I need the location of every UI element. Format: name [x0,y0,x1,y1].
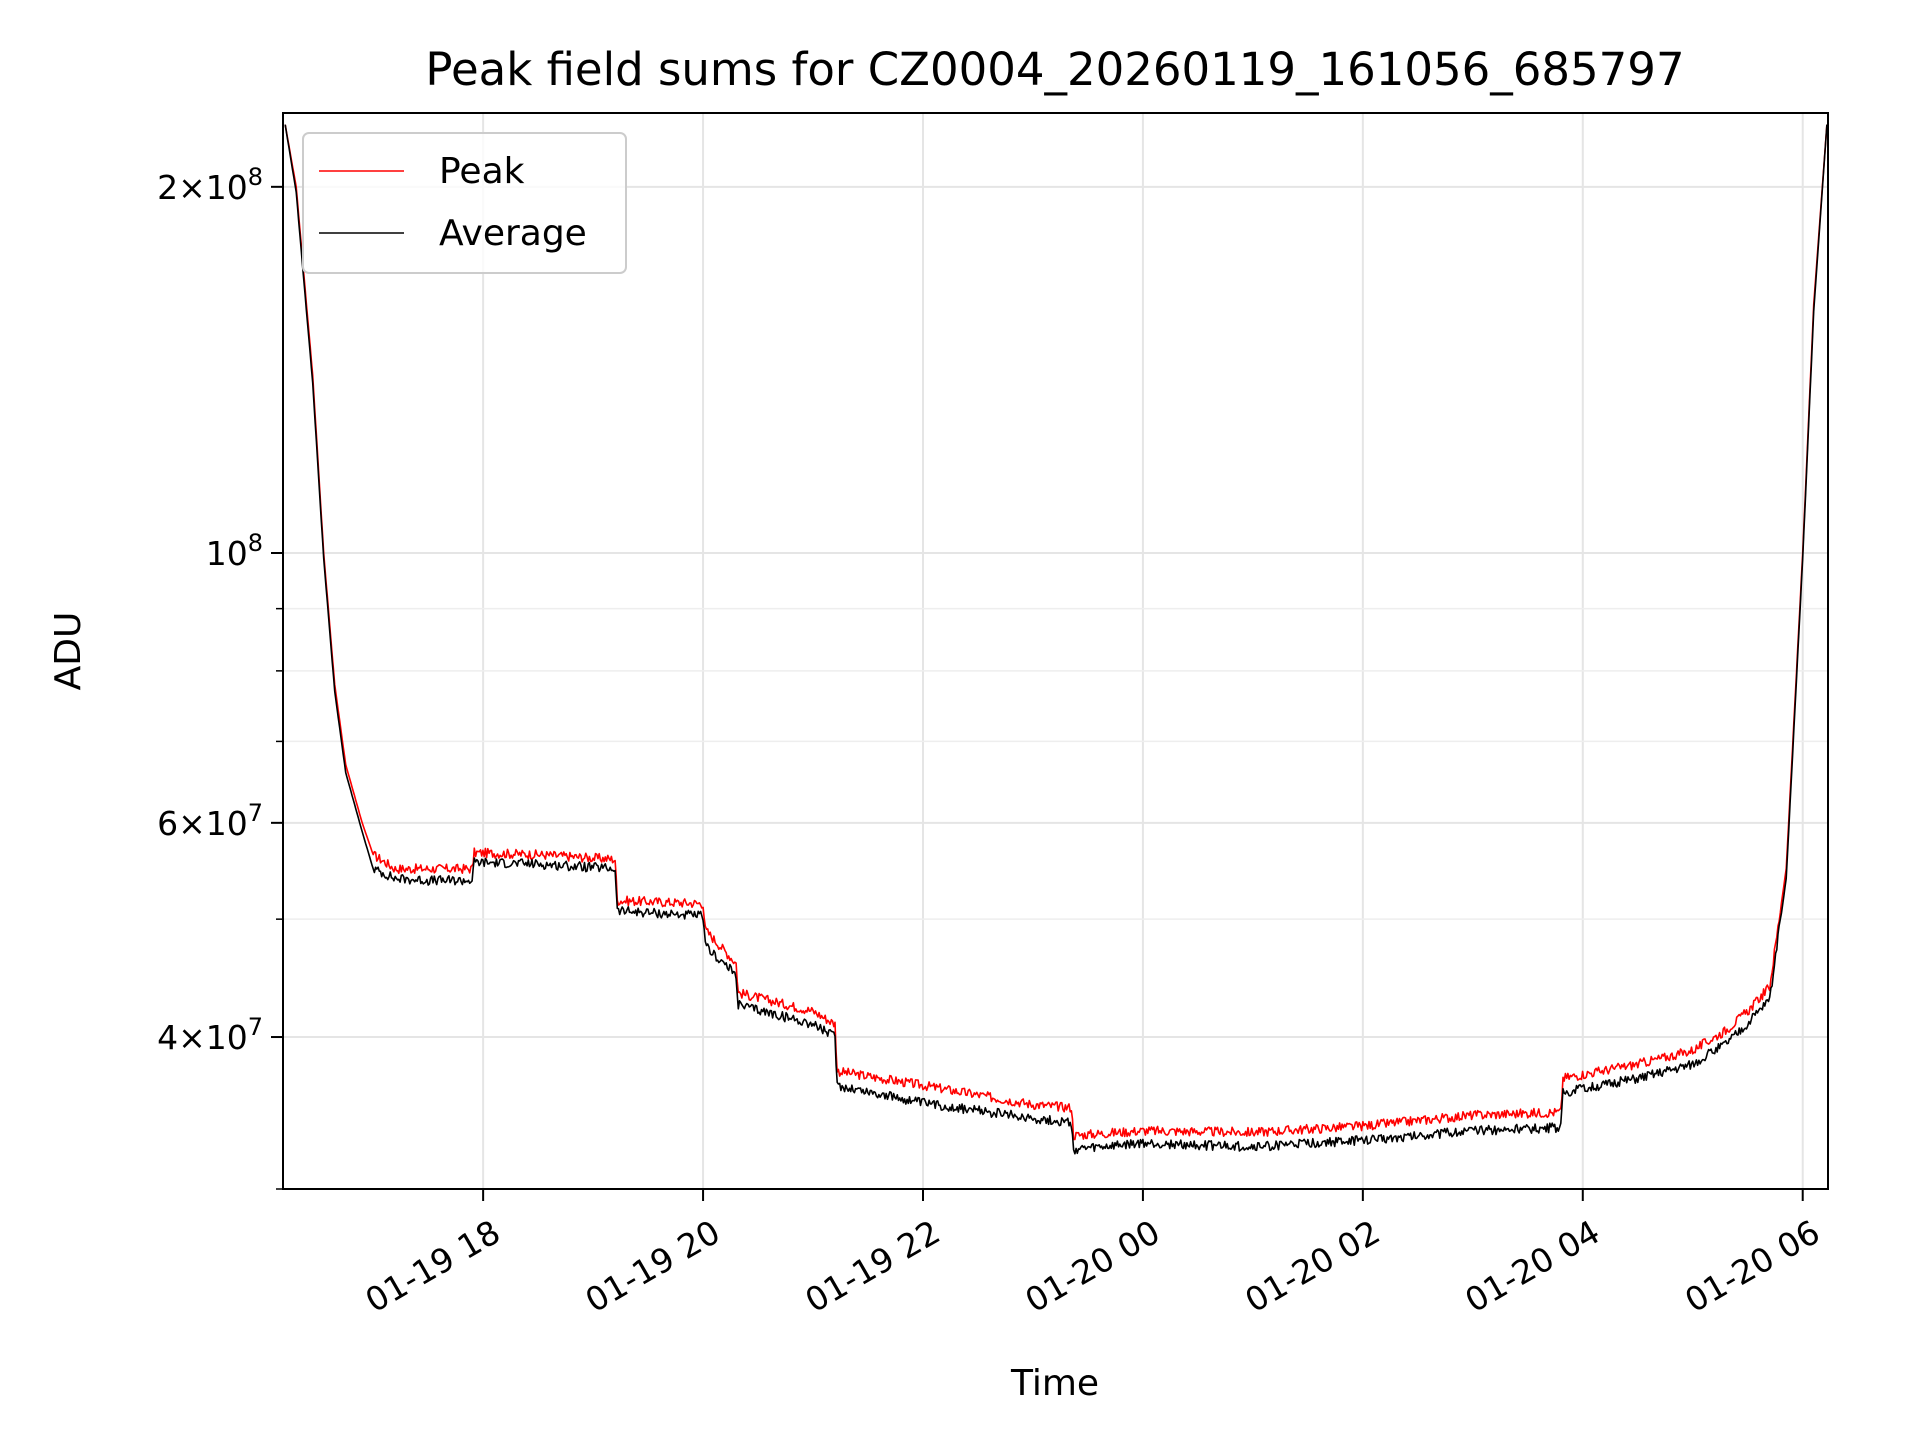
y-tick-label: 6×107 [157,799,263,843]
legend: Peak Average [302,132,627,274]
y-axis-label: ADU [48,612,89,691]
y-tick-label: 108 [206,529,263,573]
chart-title: Peak field sums for CZ0004_20260119_1610… [425,43,1684,96]
y-tick-label: 4×107 [157,1013,263,1057]
series-line-average [284,124,1828,1155]
y-tick-label: 2×108 [157,163,263,207]
y-axis: 4×107 6×107 108 2×108 [157,163,283,1190]
plot-frame [282,112,1829,1190]
legend-label-peak: Peak [439,151,525,192]
legend-label-average: Average [439,213,587,254]
series-line-peak [284,124,1828,1141]
series-layer [284,124,1828,1155]
x-axis-label: Time [1010,1363,1099,1404]
legend-box [302,132,627,274]
